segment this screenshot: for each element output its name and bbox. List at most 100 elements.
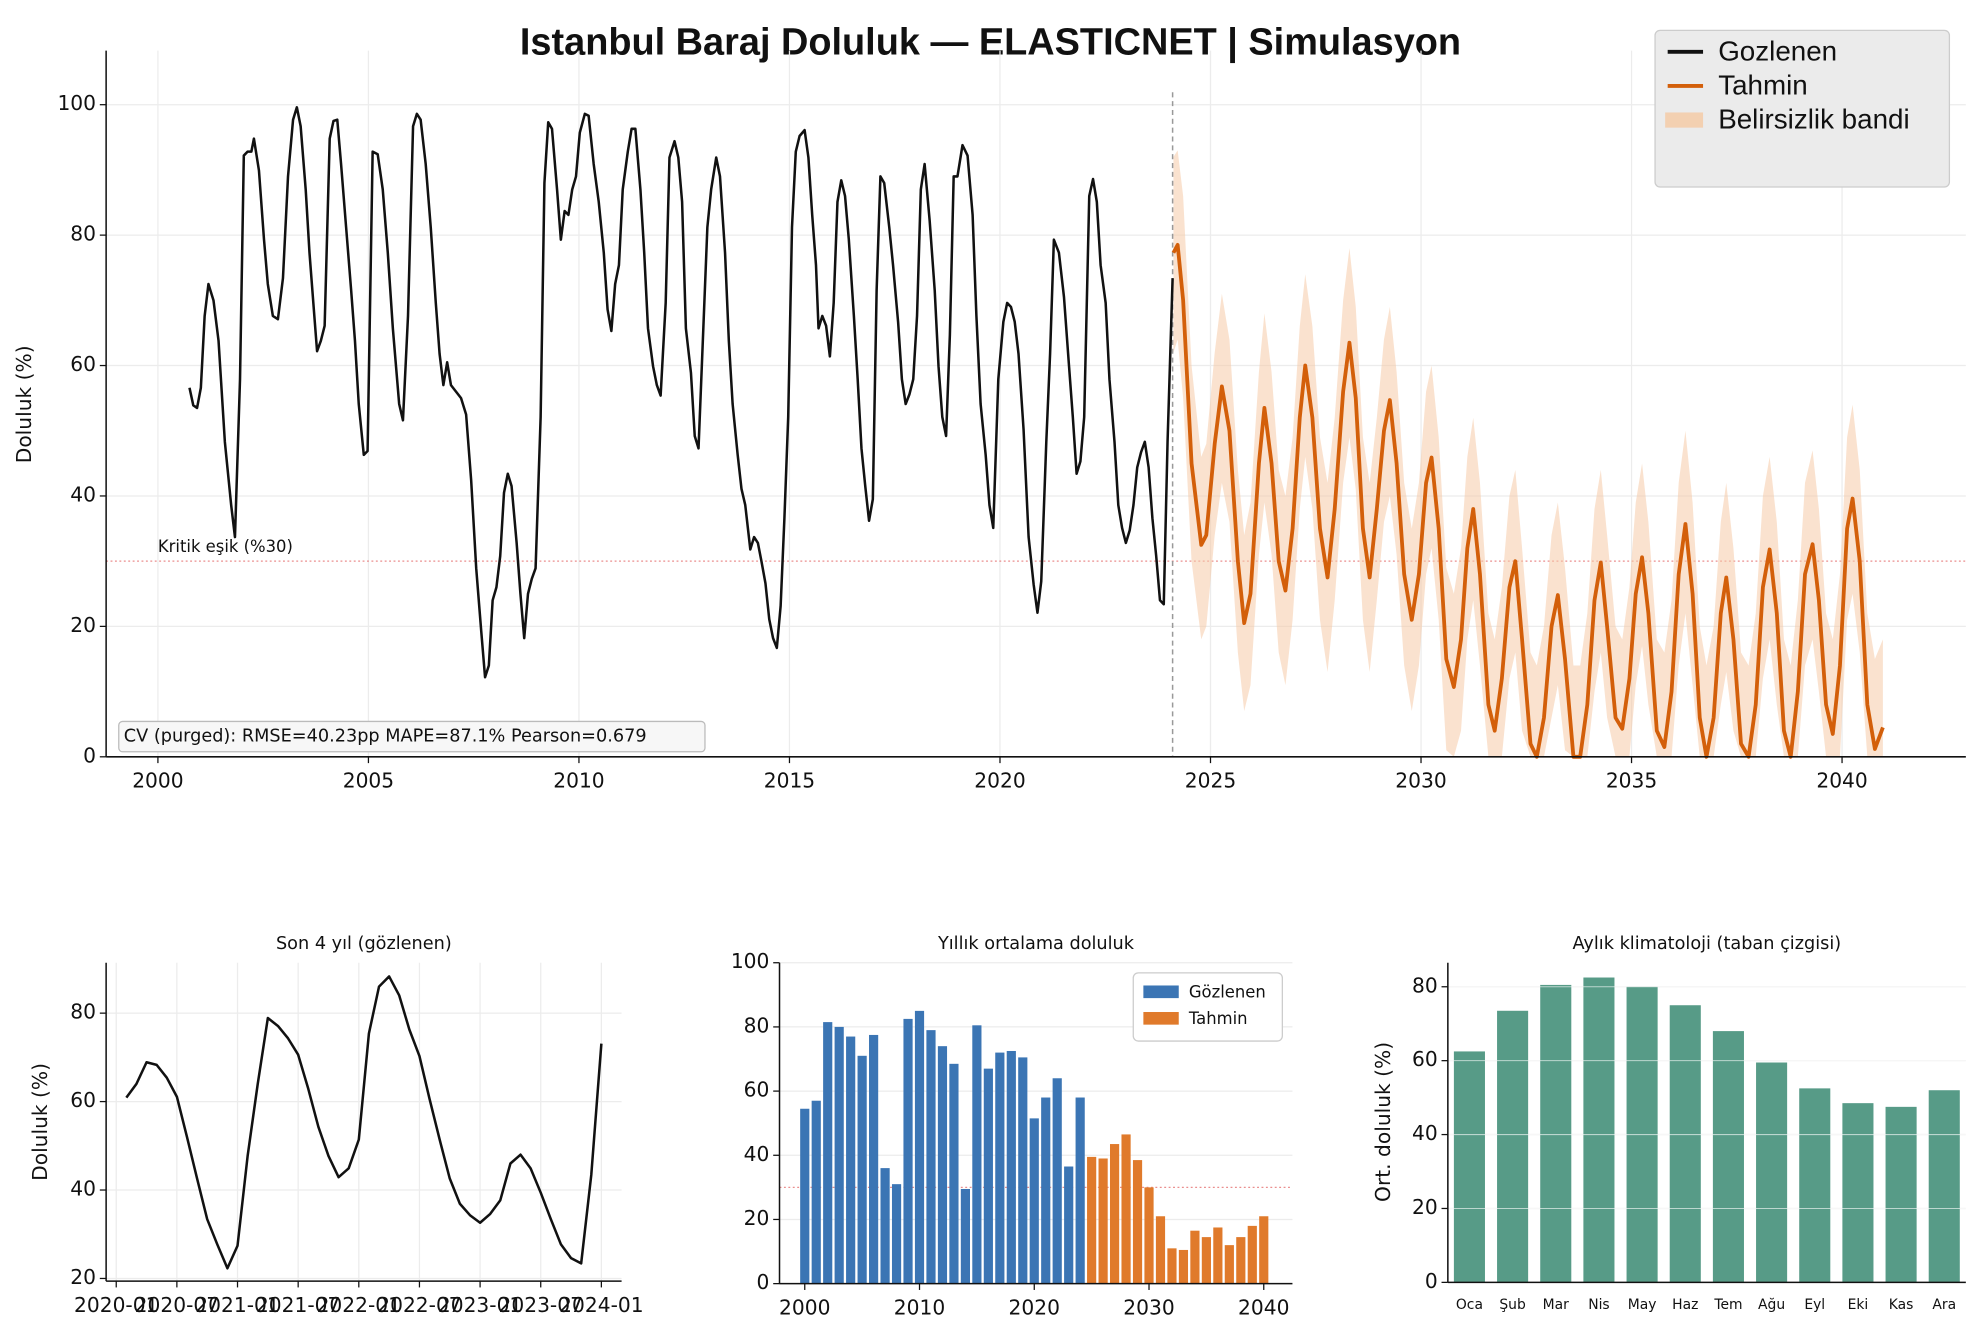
x-tick-label: 2040	[1816, 769, 1867, 793]
bar	[1497, 1010, 1529, 1283]
x-tick-label: 2023-07	[499, 1293, 583, 1317]
x-tick-label: Eyl	[1804, 1297, 1825, 1313]
bar	[1087, 1156, 1097, 1284]
bar	[972, 1025, 982, 1284]
y-tick-label: 60	[1412, 1047, 1438, 1071]
x-tick-label: 2000	[779, 1295, 830, 1319]
legend-label: Gozlenen	[1718, 35, 1837, 66]
bar	[1075, 1097, 1085, 1284]
bar	[834, 1026, 844, 1284]
y-tick-label: 80	[744, 1013, 770, 1037]
x-tick-label: 2010	[553, 769, 604, 793]
x-tick-label: 2015	[764, 769, 815, 793]
y-tick-label: 80	[1412, 973, 1438, 997]
x-tick-label: 2000	[132, 769, 183, 793]
bar	[823, 1022, 833, 1284]
bar	[1155, 1216, 1166, 1284]
plot-area: 204060802020-012020-072021-012021-072022…	[70, 962, 644, 1317]
bar	[1756, 1062, 1788, 1283]
chart-title: Istanbul Baraj Doluluk — ELASTICNET | Si…	[520, 21, 1461, 63]
x-tick-label: Haz	[1672, 1297, 1698, 1313]
annotation-box	[118, 720, 706, 753]
x-tick-label: 2023-01	[438, 1293, 522, 1317]
bar	[880, 1168, 890, 1284]
bar	[800, 1108, 810, 1284]
x-tick-label: 2022-07	[377, 1293, 461, 1317]
y-tick-label: 0	[757, 1270, 770, 1294]
bar	[1247, 1225, 1257, 1284]
bar	[1109, 1144, 1120, 1284]
legend-box	[1654, 29, 1951, 188]
legend-label: Tahmin	[1718, 70, 1808, 101]
x-tick-label: 2030	[1395, 769, 1446, 793]
x-tick-label: 2020-07	[135, 1293, 219, 1317]
x-tick-label: 2020	[1009, 1295, 1060, 1319]
x-tick-label: Ara	[1932, 1297, 1956, 1313]
bar	[1712, 1031, 1744, 1283]
plot-area: 0 20 40 60 80 Oca Şub Mar Nis May Haz Tem Ağu Eyl Eki K…	[1412, 962, 1966, 1313]
chart-title: Aylık klimatoloji (taban çizgisi)	[1573, 934, 1842, 954]
bar	[983, 1068, 993, 1284]
y-axis-label: Doluluk (%)	[28, 1063, 52, 1181]
x-tick-label: Ağu	[1758, 1297, 1785, 1313]
y-tick-label: 100	[57, 91, 96, 115]
y-tick-label: 20	[1412, 1195, 1438, 1219]
chart-title: Yıllık ortalama doluluk	[937, 934, 1135, 954]
bar	[1132, 1160, 1143, 1284]
x-tick-label: 2040	[1238, 1295, 1289, 1319]
y-tick-label: 40	[744, 1142, 770, 1166]
bar	[1583, 977, 1615, 1283]
x-tick-label: 2030	[1123, 1295, 1174, 1319]
x-tick-label: 2020	[974, 769, 1025, 793]
y-tick-label: 40	[70, 482, 96, 506]
bar	[1098, 1158, 1108, 1284]
bar	[1799, 1088, 1831, 1283]
bar	[1190, 1230, 1200, 1284]
x-tick-label: May	[1628, 1297, 1657, 1313]
y-tick-label: 20	[70, 613, 96, 637]
legend-label: Belirsizlik bandi	[1718, 104, 1909, 135]
bar	[1064, 1166, 1074, 1284]
bar	[1018, 1057, 1028, 1284]
uncertainty-band	[1173, 150, 1883, 757]
bar	[811, 1100, 821, 1284]
bar	[1213, 1227, 1223, 1284]
legend-swatch	[1665, 112, 1704, 128]
bar	[846, 1036, 856, 1284]
x-tick-label: 2021-07	[256, 1293, 340, 1317]
x-tick-label: 2021-01	[195, 1293, 279, 1317]
bar	[1259, 1216, 1269, 1284]
bar	[1167, 1248, 1177, 1284]
bar	[869, 1034, 879, 1284]
y-tick-label: 40	[1412, 1121, 1438, 1145]
x-tick-label: 2005	[343, 769, 394, 793]
x-tick-label: Kas	[1889, 1297, 1914, 1313]
line-series	[188, 106, 1174, 679]
bar	[960, 1188, 971, 1284]
legend-label: Tahmin	[1188, 1009, 1248, 1028]
annotation: CV (purged): RMSE=40.23pp MAPE=87.1% Pea…	[124, 727, 647, 747]
y-tick-label: 40	[70, 1177, 96, 1201]
y-tick-label: 80	[70, 1000, 96, 1024]
bar	[1885, 1106, 1917, 1283]
x-tick-label: Mar	[1543, 1297, 1569, 1313]
bar	[891, 1184, 902, 1284]
y-tick-label: 60	[70, 352, 96, 376]
x-tick-label: 2010	[894, 1295, 945, 1319]
bar	[1236, 1237, 1246, 1284]
bar	[914, 1010, 925, 1284]
bar	[995, 1052, 1005, 1284]
legend-swatch	[1143, 985, 1179, 999]
threshold-label: Kritik eşik (%30)	[158, 537, 293, 556]
x-tick-label: 2025	[1185, 769, 1236, 793]
bar	[1224, 1245, 1234, 1284]
y-tick-label: 20	[70, 1265, 96, 1289]
x-tick-label: Eki	[1848, 1297, 1869, 1313]
bar	[857, 1055, 867, 1284]
line-series	[125, 975, 603, 1270]
bar	[1121, 1134, 1131, 1284]
line-series	[1171, 243, 1885, 759]
y-tick-label: 60	[744, 1078, 770, 1102]
x-tick-label: 2022-01	[317, 1293, 401, 1317]
